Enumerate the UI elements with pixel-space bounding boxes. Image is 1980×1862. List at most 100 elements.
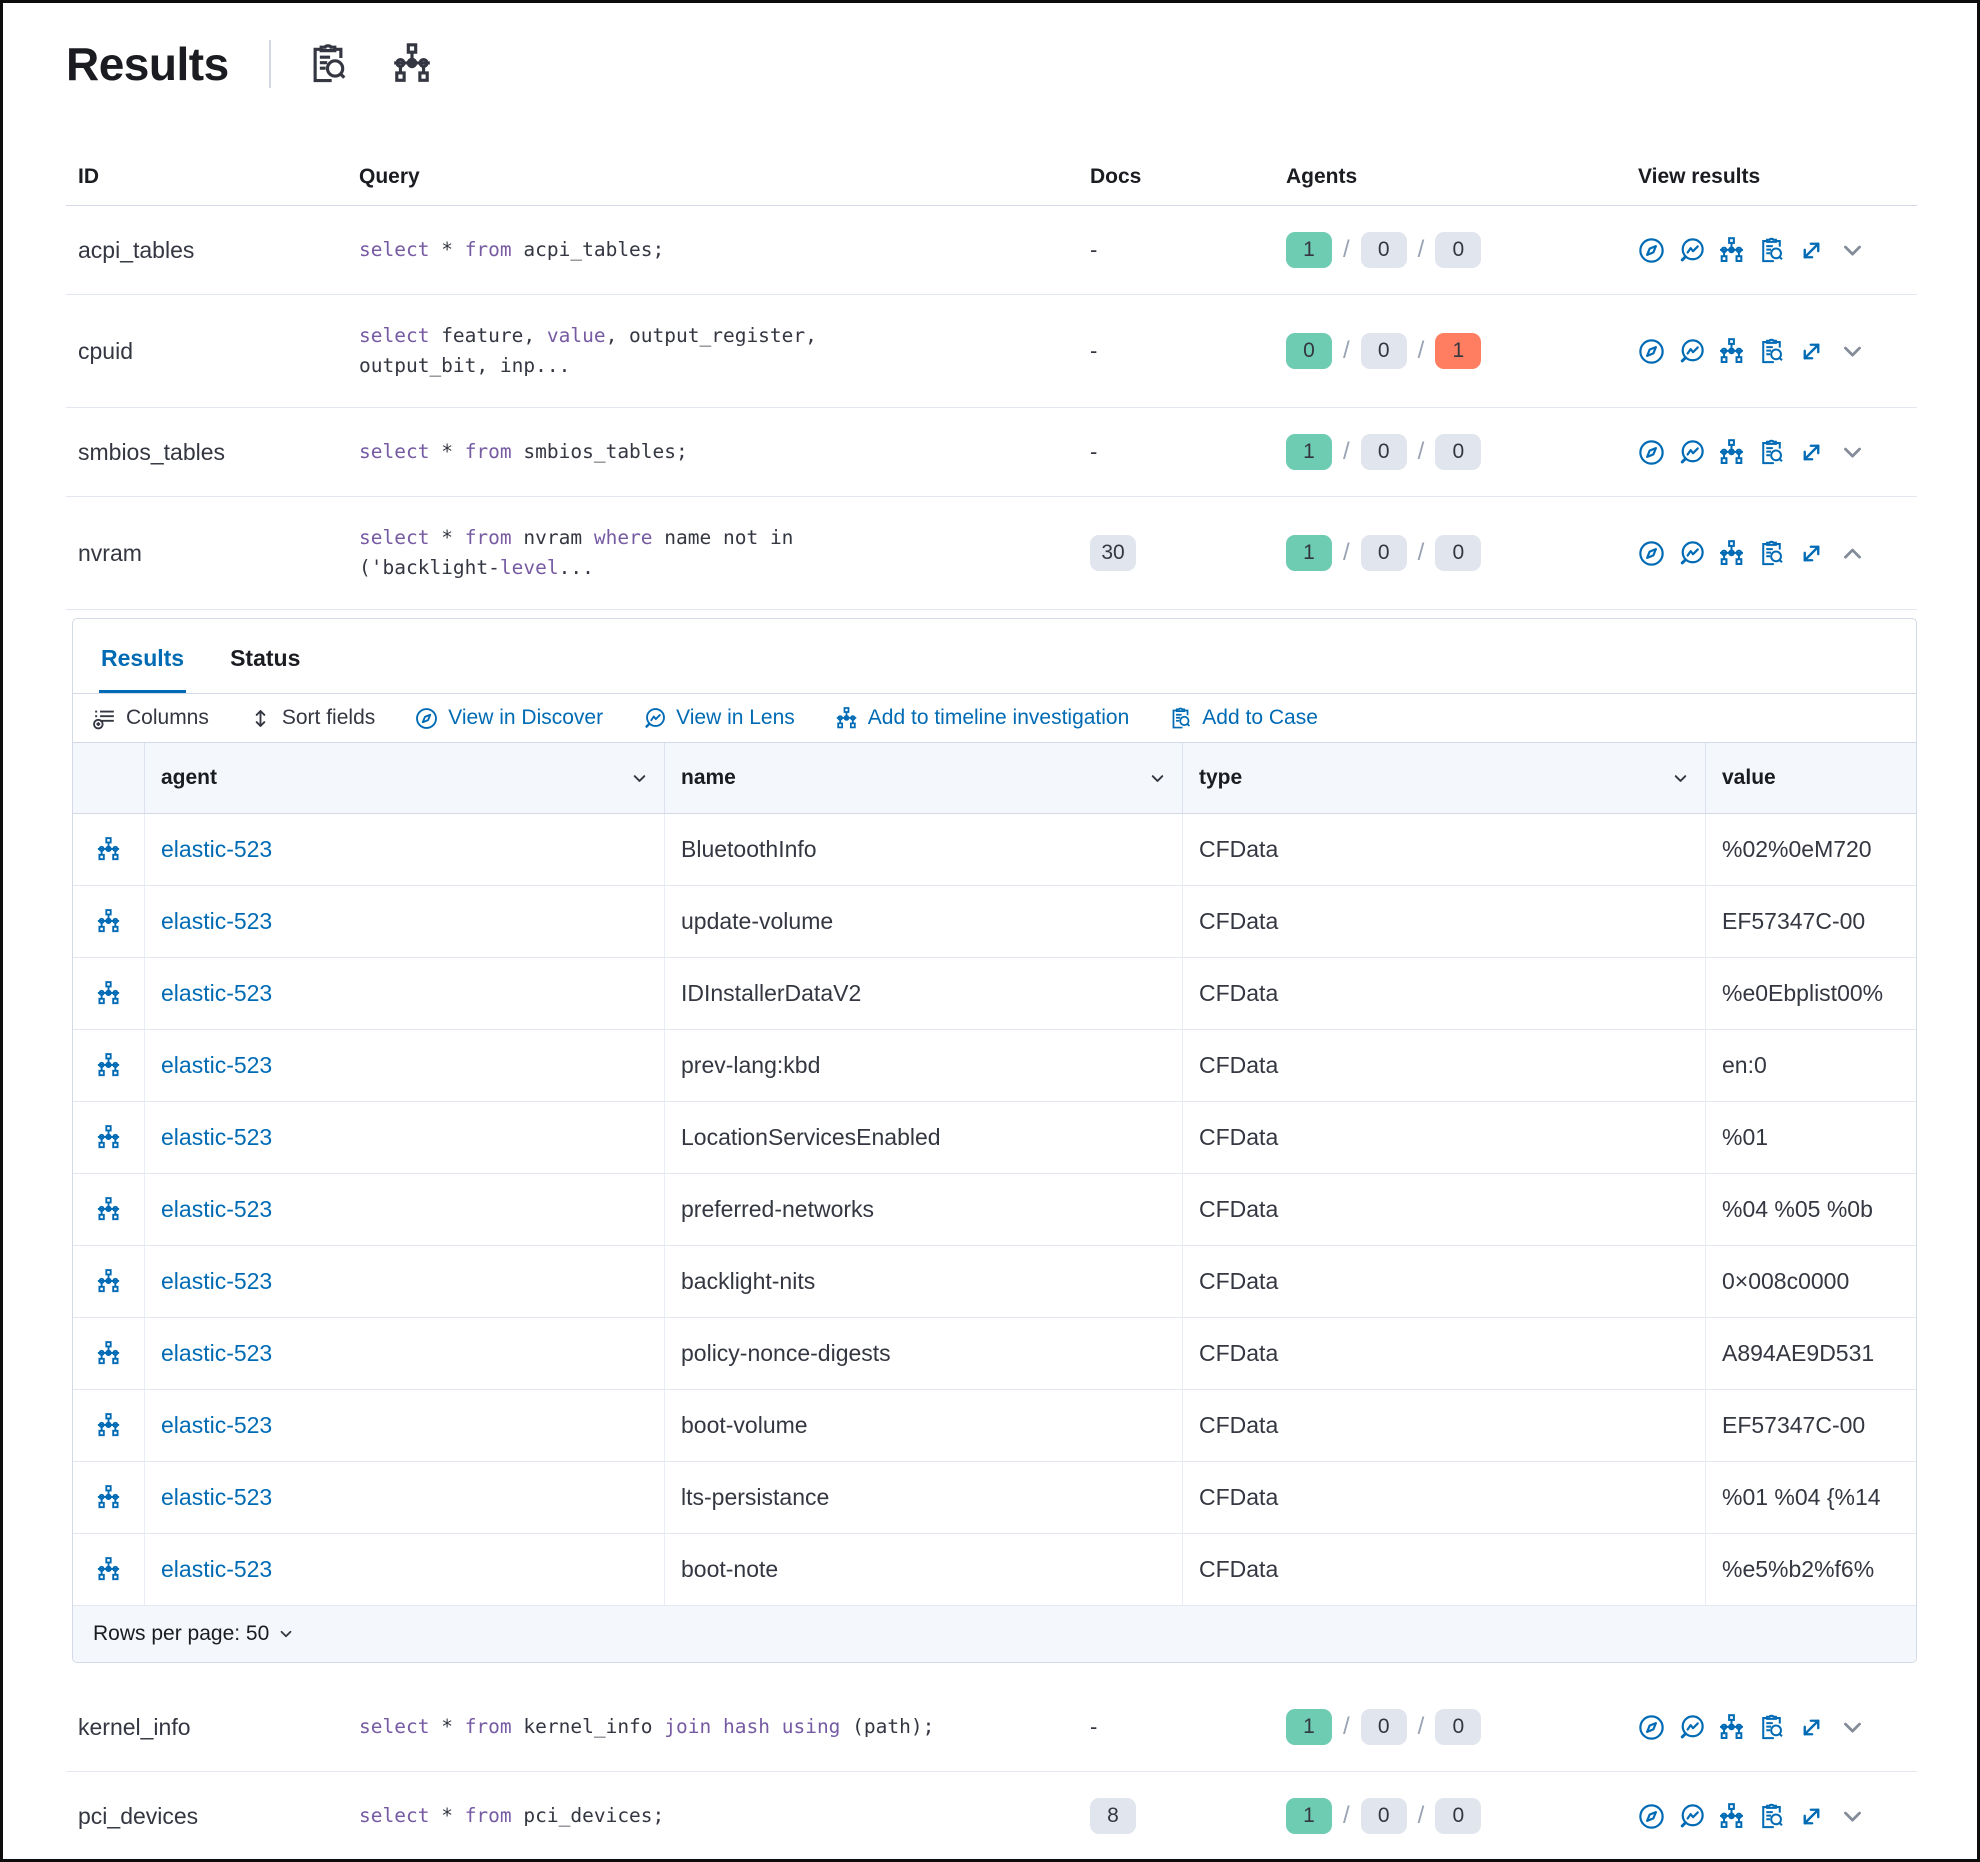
agent-link[interactable]: elastic-523 [161, 836, 273, 862]
add-to-case-icon[interactable] [1758, 439, 1785, 466]
agent-link[interactable]: elastic-523 [161, 1052, 273, 1078]
case-details-icon[interactable] [307, 43, 349, 85]
add-to-case-icon[interactable] [1758, 540, 1785, 567]
add-to-timeline-icon[interactable] [96, 909, 121, 934]
add-to-timeline-icon[interactable] [96, 1053, 121, 1078]
column-header-agent[interactable]: agent [145, 743, 665, 813]
page-title: Results [66, 38, 229, 90]
view-in-discover-icon[interactable] [1638, 1803, 1665, 1830]
view-in-timeline-icon[interactable] [391, 43, 433, 85]
add-to-timeline-icon[interactable] [96, 1413, 121, 1438]
view-in-lens-icon[interactable] [1678, 338, 1705, 365]
view-in-lens-icon[interactable] [1678, 237, 1705, 264]
result-row: elastic-523 prev-lang:kbd CFData en:0 [73, 1030, 1916, 1102]
expand-row-icon[interactable] [1840, 238, 1865, 263]
view-in-discover-icon[interactable] [1638, 540, 1665, 567]
add-to-timeline-icon[interactable] [1718, 337, 1745, 365]
add-to-timeline-icon[interactable] [96, 1269, 121, 1294]
view-in-lens-icon[interactable] [1678, 439, 1705, 466]
name-cell: BluetoothInfo [665, 814, 1183, 885]
docs-cell: 30 [1078, 535, 1274, 571]
column-header-type[interactable]: type [1183, 743, 1706, 813]
agent-link[interactable]: elastic-523 [161, 1484, 273, 1510]
toolbar-add-to-timeline-investigation[interactable]: Add to timeline investigation [835, 706, 1129, 730]
add-to-case-icon[interactable] [1758, 1803, 1785, 1830]
add-to-timeline-icon[interactable] [96, 981, 121, 1006]
expand-results-icon[interactable] [1798, 1803, 1825, 1830]
add-to-timeline-icon[interactable] [96, 837, 121, 862]
agent-link[interactable]: elastic-523 [161, 1340, 273, 1366]
value-cell: %02%0eM720 [1722, 836, 1872, 862]
expand-results-icon[interactable] [1798, 540, 1825, 567]
tab-results[interactable]: Results [99, 619, 186, 693]
add-to-case-icon[interactable] [1758, 1714, 1785, 1741]
result-row: elastic-523 policy-nonce-digests CFData … [73, 1318, 1916, 1390]
tab-status[interactable]: Status [230, 645, 301, 671]
add-to-case-icon[interactable] [1758, 237, 1785, 264]
expand-row-icon[interactable] [1840, 339, 1865, 364]
add-to-case-icon[interactable] [1758, 338, 1785, 365]
value-cell: %01 [1722, 1124, 1769, 1150]
actions-cell [73, 814, 145, 885]
expanded-results-panel: Results Status Columns Sort fields View in … [72, 618, 1917, 1663]
toolbar-view-in-lens[interactable]: View in Lens [643, 706, 795, 730]
add-to-timeline-icon[interactable] [96, 1341, 121, 1366]
toolbar-sort-fields[interactable]: Sort fields [249, 706, 375, 730]
type-cell: CFData [1183, 814, 1706, 885]
agent-link[interactable]: elastic-523 [161, 908, 273, 934]
agent-link[interactable]: elastic-523 [161, 1124, 273, 1150]
agent-link[interactable]: elastic-523 [161, 1412, 273, 1438]
view-in-discover-icon[interactable] [1638, 439, 1665, 466]
agent-link[interactable]: elastic-523 [161, 980, 273, 1006]
add-to-timeline-icon[interactable] [96, 1557, 121, 1582]
slash-separator: / [1343, 539, 1350, 566]
expand-results-icon[interactable] [1798, 338, 1825, 365]
add-to-timeline-icon[interactable] [1718, 438, 1745, 466]
add-to-timeline-icon[interactable] [1718, 539, 1745, 567]
view-in-discover-icon[interactable] [1638, 237, 1665, 264]
view-in-discover-icon[interactable] [1638, 1714, 1665, 1741]
type-cell: CFData [1183, 886, 1706, 957]
expand-results-icon[interactable] [1798, 439, 1825, 466]
add-to-timeline-icon[interactable] [1718, 236, 1745, 264]
agents-failed-badge: 0 [1435, 535, 1482, 571]
view-in-discover-icon[interactable] [1638, 338, 1665, 365]
expand-row-icon[interactable] [1840, 1804, 1865, 1829]
name-cell: IDInstallerDataV2 [665, 958, 1183, 1029]
view-results-actions [1626, 438, 1917, 466]
expand-row-icon[interactable] [1840, 440, 1865, 465]
add-to-timeline-icon[interactable] [96, 1125, 121, 1150]
view-in-lens-icon[interactable] [1678, 1803, 1705, 1830]
docs-cell: - [1078, 338, 1274, 364]
collapse-row-icon[interactable] [1840, 541, 1865, 566]
agents-success-badge: 1 [1286, 232, 1332, 268]
toolbar-add-to-case[interactable]: Add to Case [1169, 706, 1318, 730]
docs-cell: - [1078, 439, 1274, 465]
view-in-lens-icon[interactable] [1678, 1714, 1705, 1741]
view-in-lens-icon[interactable] [1678, 540, 1705, 567]
slash-separator: / [1343, 1802, 1350, 1829]
add-to-timeline-icon[interactable] [1718, 1802, 1745, 1830]
name-cell: boot-note [665, 1534, 1183, 1605]
toolbar-columns[interactable]: Columns [93, 706, 209, 730]
agent-link[interactable]: elastic-523 [161, 1556, 273, 1582]
query-sql: select * from acpi_tables; [359, 238, 665, 261]
agent-link[interactable]: elastic-523 [161, 1268, 273, 1294]
expand-results-icon[interactable] [1798, 1714, 1825, 1741]
column-header-name[interactable]: name [665, 743, 1183, 813]
expand-results-icon[interactable] [1798, 237, 1825, 264]
actions-cell [73, 1534, 145, 1605]
docs-value: - [1090, 338, 1098, 363]
agent-link[interactable]: elastic-523 [161, 1196, 273, 1222]
agents-pending-badge: 0 [1360, 333, 1407, 369]
rows-per-page-button[interactable]: Rows per page: 50 [73, 1606, 1916, 1662]
view-results-actions [1626, 539, 1917, 567]
add-to-timeline-icon[interactable] [96, 1485, 121, 1510]
actions-cell [73, 1102, 145, 1173]
agents-success-badge: 1 [1286, 434, 1332, 470]
toolbar-view-in-discover[interactable]: View in Discover [415, 706, 603, 730]
add-to-timeline-icon[interactable] [96, 1197, 121, 1222]
expand-row-icon[interactable] [1840, 1715, 1865, 1740]
add-to-timeline-icon[interactable] [1718, 1713, 1745, 1741]
